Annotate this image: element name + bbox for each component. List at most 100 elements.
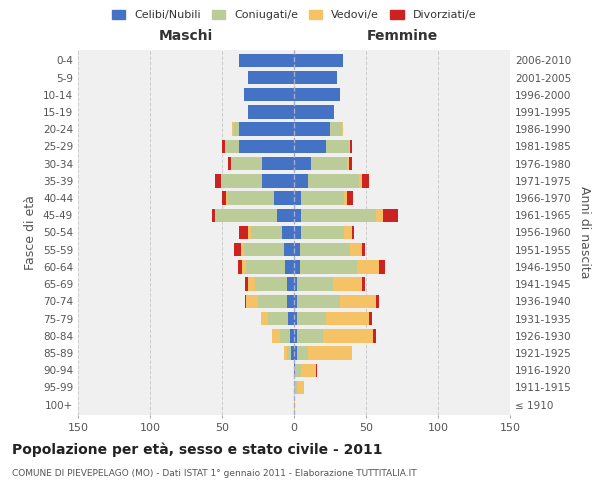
Bar	[373, 329, 376, 342]
Bar	[294, 398, 295, 411]
Bar	[362, 174, 369, 188]
Bar	[294, 174, 308, 188]
Bar	[294, 278, 297, 291]
Bar	[288, 312, 294, 326]
Bar	[362, 278, 365, 291]
Bar	[294, 243, 300, 256]
Bar	[326, 312, 369, 326]
Bar	[301, 192, 344, 205]
Bar	[294, 54, 343, 67]
Bar	[344, 192, 347, 205]
Bar	[290, 329, 294, 342]
Bar	[295, 364, 301, 377]
Bar	[383, 208, 398, 222]
Bar	[228, 192, 274, 205]
Bar	[358, 260, 379, 274]
Bar	[294, 364, 295, 377]
Bar	[255, 278, 287, 291]
Bar	[222, 174, 262, 188]
Bar	[239, 226, 248, 239]
Bar	[297, 278, 333, 291]
Bar	[294, 226, 301, 239]
Bar	[238, 260, 242, 274]
Bar	[216, 208, 277, 222]
Bar	[287, 346, 291, 360]
Text: Maschi: Maschi	[159, 29, 213, 43]
Bar	[294, 312, 297, 326]
Bar	[352, 226, 355, 239]
Bar	[283, 226, 294, 239]
Bar	[212, 208, 215, 222]
Bar	[284, 243, 294, 256]
Bar	[311, 157, 347, 170]
Bar	[244, 243, 284, 256]
Bar	[239, 54, 294, 67]
Bar	[228, 157, 230, 170]
Bar	[294, 71, 337, 85]
Bar	[323, 329, 373, 342]
Bar	[248, 226, 251, 239]
Bar	[215, 174, 221, 188]
Bar	[272, 329, 280, 342]
Bar	[247, 260, 286, 274]
Bar	[294, 122, 330, 136]
Bar	[248, 278, 255, 291]
Bar	[261, 312, 268, 326]
Bar	[294, 380, 297, 394]
Y-axis label: Anni di nascita: Anni di nascita	[578, 186, 591, 279]
Bar	[369, 312, 372, 326]
Bar	[294, 192, 301, 205]
Bar	[340, 294, 376, 308]
Bar	[244, 88, 294, 102]
Bar	[284, 346, 287, 360]
Bar	[262, 157, 294, 170]
Bar	[251, 226, 283, 239]
Bar	[333, 278, 362, 291]
Bar	[268, 312, 288, 326]
Bar	[291, 346, 294, 360]
Bar	[294, 346, 297, 360]
Bar	[222, 140, 225, 153]
Bar	[287, 294, 294, 308]
Bar	[359, 174, 362, 188]
Bar	[286, 260, 294, 274]
Bar	[376, 208, 383, 222]
Bar	[274, 192, 294, 205]
Bar	[232, 122, 233, 136]
Bar	[297, 346, 308, 360]
Bar	[239, 140, 294, 153]
Bar	[344, 226, 352, 239]
Bar	[241, 243, 244, 256]
Y-axis label: Fasce di età: Fasce di età	[25, 195, 37, 270]
Bar	[341, 122, 343, 136]
Bar	[350, 140, 352, 153]
Bar	[379, 260, 385, 274]
Bar	[248, 71, 294, 85]
Bar	[239, 122, 294, 136]
Bar	[308, 174, 359, 188]
Bar	[242, 260, 247, 274]
Bar	[297, 380, 304, 394]
Bar	[222, 192, 226, 205]
Bar	[233, 243, 241, 256]
Bar	[347, 192, 353, 205]
Bar	[350, 243, 362, 256]
Bar	[316, 364, 317, 377]
Bar	[287, 278, 294, 291]
Bar	[230, 157, 262, 170]
Bar	[349, 140, 350, 153]
Bar	[226, 192, 228, 205]
Bar	[245, 294, 247, 308]
Bar	[300, 260, 358, 274]
Bar	[294, 294, 297, 308]
Bar	[294, 157, 311, 170]
Bar	[297, 312, 326, 326]
Bar	[330, 122, 341, 136]
Bar	[277, 208, 294, 222]
Bar	[262, 174, 294, 188]
Bar	[362, 243, 365, 256]
Legend: Celibi/Nubili, Coniugati/e, Vedovi/e, Divorziati/e: Celibi/Nubili, Coniugati/e, Vedovi/e, Di…	[107, 6, 481, 25]
Bar	[280, 329, 290, 342]
Bar	[247, 294, 258, 308]
Bar	[308, 346, 352, 360]
